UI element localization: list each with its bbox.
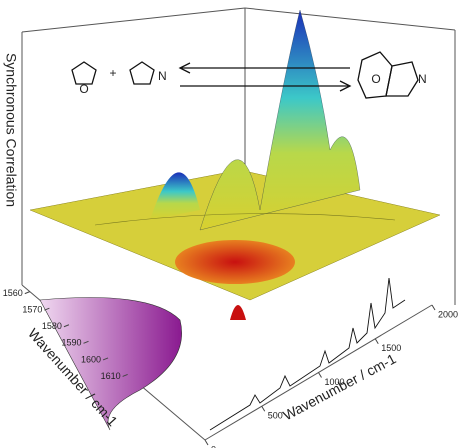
x-tick [204,439,209,446]
atom: N [418,72,427,86]
y-tick [102,357,109,361]
y-tick-label: 1600 [81,354,101,364]
x-tick-label: 1500 [381,343,401,353]
x-tick-label: 2000 [438,309,458,319]
x-tick [261,405,266,412]
surface [29,9,441,320]
y-tick-label: 1580 [42,321,62,331]
x-tick [374,338,379,345]
projection-left [39,297,182,431]
y-tick-label: 1610 [101,371,121,381]
atom: O [371,72,380,86]
projection-right [209,277,406,431]
y-tick-label: 1590 [61,338,81,348]
x-tick [431,304,436,311]
y-tick [122,374,128,377]
plus: + [109,66,116,80]
x-tick-label: 500 [268,411,283,421]
y-tick [24,291,31,295]
atom: N [158,69,167,83]
y-tick-label: 1570 [22,305,42,315]
atom: O [79,82,88,96]
y-tick [63,324,70,328]
y-tick-label: 1560 [3,288,23,298]
z-axis-label: Synchronous Correlation [3,53,19,207]
x-tick-label: 0 [211,444,216,448]
y-tick [44,307,50,311]
reaction-scheme [71,51,419,99]
x-tick [318,372,322,378]
y-tick [83,340,89,344]
x-tick-label: 1000 [325,377,345,387]
